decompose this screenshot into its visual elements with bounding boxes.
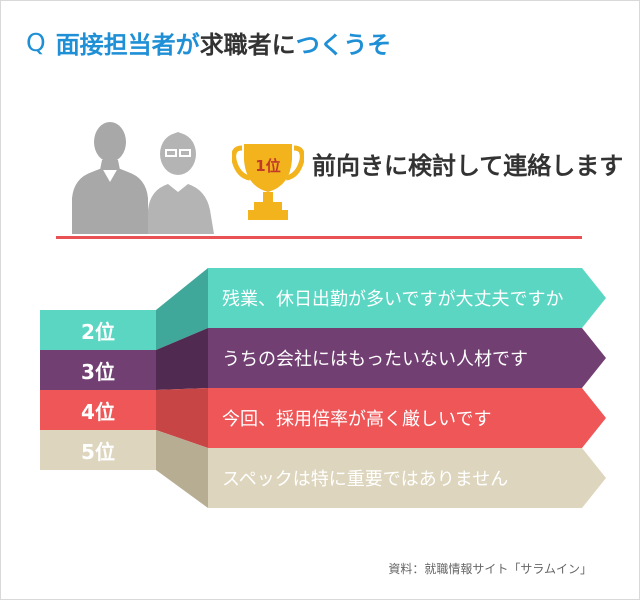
rank-label: 4位: [81, 399, 115, 424]
title-part-1: 面接担当者が: [55, 30, 200, 59]
rank-label: 5位: [81, 439, 115, 464]
first-place-text: 前向きに検討して連絡します: [312, 152, 624, 180]
trophy-icon: [232, 144, 304, 220]
rank-label: 2位: [81, 319, 115, 344]
source-note: 資料：就職情報サイト「サラムイン」: [388, 562, 592, 576]
rank-connector: [156, 430, 208, 508]
title-part-2: 求職者に: [199, 30, 296, 59]
rank-arrow-band: [208, 268, 606, 328]
rank-label-bg: [40, 430, 156, 470]
divider-line: [56, 236, 582, 239]
people-silhouette-icon: [72, 122, 214, 234]
rank-text: スペックは特に重要ではありません: [222, 469, 509, 490]
rank-connector: [156, 328, 208, 390]
rank-text: うちの会社にはもったいない人材です: [222, 349, 528, 370]
question-mark: Q: [26, 27, 46, 57]
rank-label: 3位: [81, 359, 115, 384]
rank-label-bg: [40, 350, 156, 390]
rank-arrow-band: [208, 448, 606, 508]
rank-arrow-band: [208, 328, 606, 388]
rank-connector: [156, 388, 208, 448]
chart-title: Q 面接担当者が求職者につくうそ: [26, 22, 391, 62]
rank-text: 今回、採用倍率が高く厳しいです: [222, 409, 492, 430]
rank-connector: [156, 268, 208, 350]
title-part-3: つくうそ: [295, 30, 392, 59]
rank-text: 残業、休日出勤が多いですが大丈夫ですか: [222, 289, 564, 310]
first-rank-label: 1位: [255, 157, 281, 175]
rank-label-bg: [40, 390, 156, 430]
rank-arrow-band: [208, 388, 606, 448]
rank-label-bg: [40, 310, 156, 350]
